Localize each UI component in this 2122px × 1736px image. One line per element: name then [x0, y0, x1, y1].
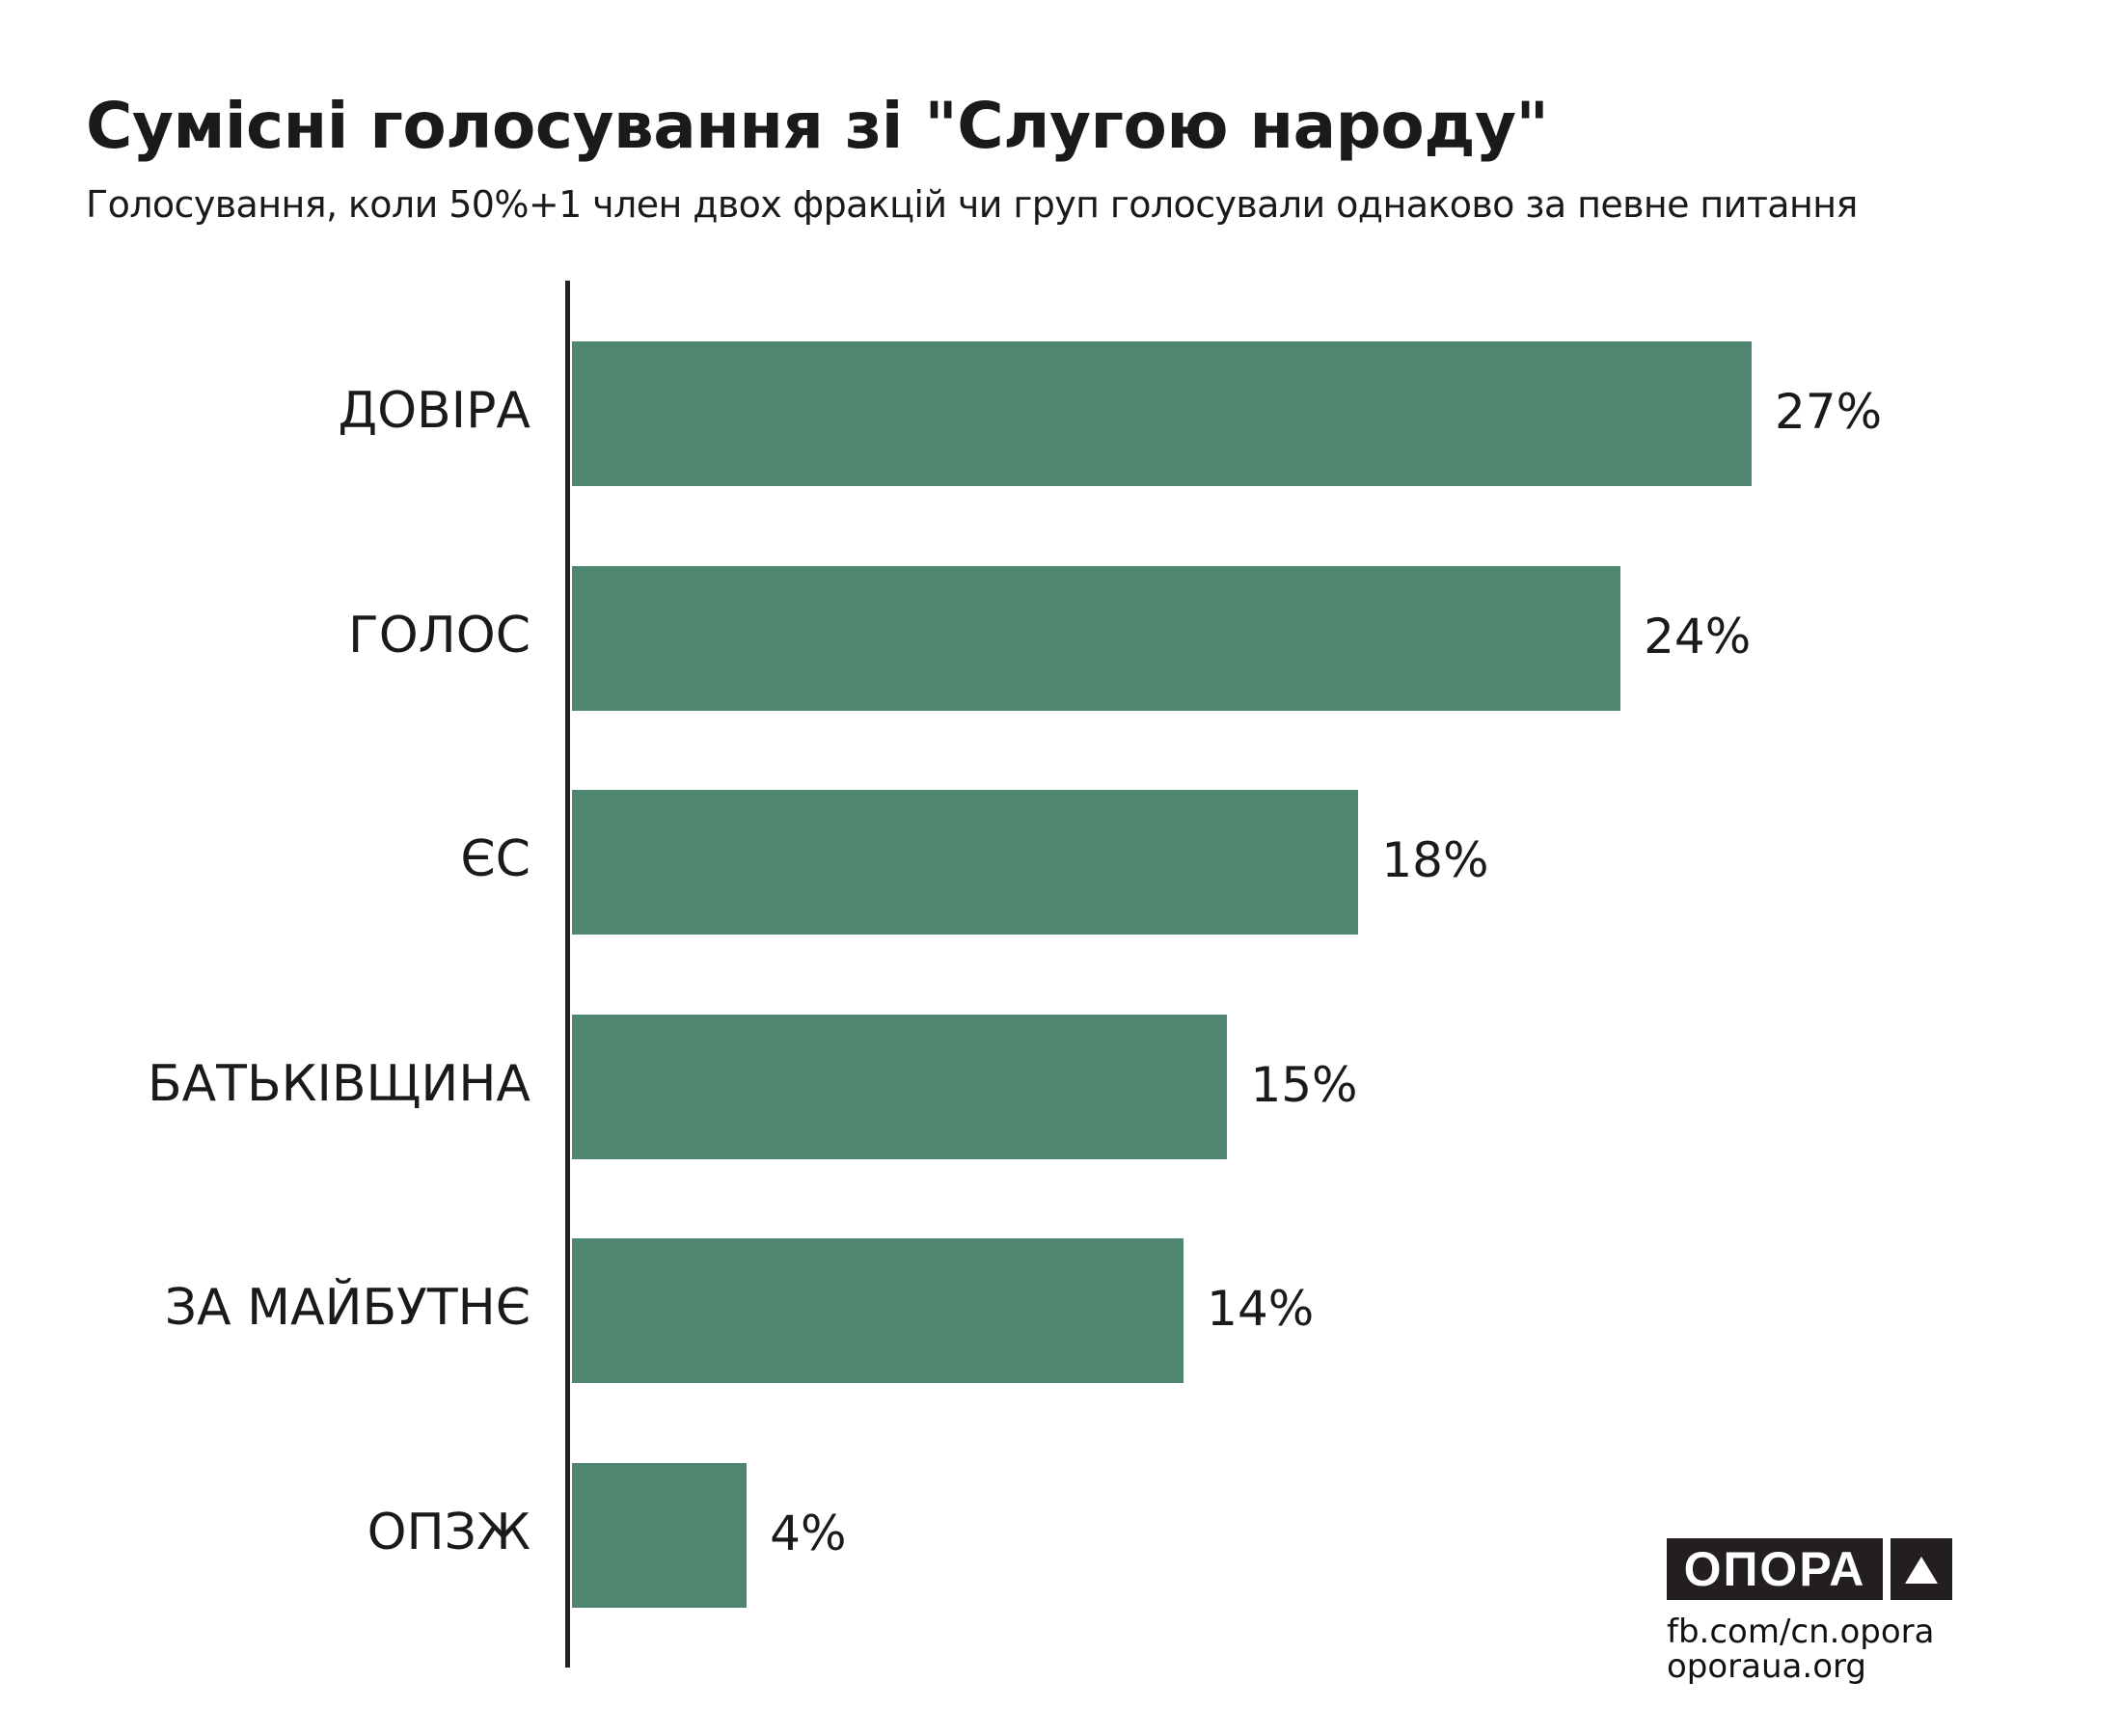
chart-subtitle: Голосування, коли 50%+1 член двох фракці… [86, 183, 1858, 226]
website-link[interactable]: oporaua.org [1667, 1647, 1866, 1686]
value-label: 27% [1775, 384, 1883, 440]
category-label: ГОЛОС [348, 606, 530, 665]
bar [572, 790, 1359, 935]
bar [572, 565, 1621, 711]
value-label: 14% [1207, 1281, 1315, 1337]
triangle-logo-icon [1891, 1538, 1952, 1600]
facebook-link[interactable]: fb.com/cn.opora [1667, 1613, 1935, 1651]
value-label: 15% [1250, 1056, 1358, 1113]
category-label: ЗА МАЙБУТНЄ [164, 1279, 530, 1337]
bar [572, 1462, 748, 1608]
category-label: ЄС [460, 830, 530, 888]
category-label: БАТЬКІВЩИНА [147, 1054, 530, 1113]
chart-title: Сумісні голосування зі "Слугою народу" [86, 89, 1549, 163]
value-label: 4% [770, 1505, 847, 1561]
value-label: 18% [1381, 832, 1489, 888]
value-label: 24% [1644, 608, 1752, 665]
bar [572, 341, 1752, 486]
opora-logo: ОПОРА [1667, 1538, 1883, 1600]
bar [572, 1238, 1184, 1383]
category-label: ДОВІРА [338, 382, 531, 440]
y-axis-line [565, 281, 570, 1668]
category-label: ОПЗЖ [367, 1503, 530, 1561]
bar [572, 1014, 1228, 1159]
